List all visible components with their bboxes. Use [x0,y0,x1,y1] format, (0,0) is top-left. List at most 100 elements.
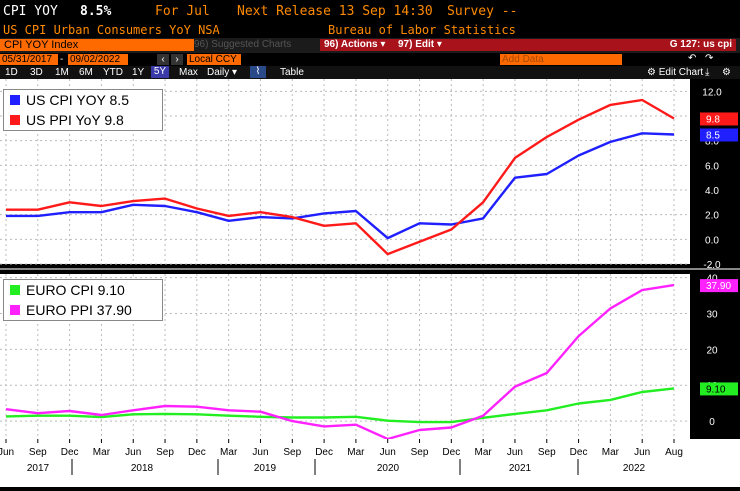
x-year-label: 2018 [131,463,154,474]
toolbar-row-2: 05/31/2017 - 09/02/2022 ‹ › Local CCY Ad… [0,53,740,66]
x-month-label: Dec [61,447,79,458]
x-year-label: 2021 [509,463,532,474]
add-data-field[interactable]: Add Data [500,54,622,65]
chevron-left-icon: ‹ [161,54,165,65]
currency-select[interactable]: Local CCY [187,54,241,65]
actions-menu[interactable]: 96) Actions ▾ [320,39,394,51]
ticker-label: CPI YOY [3,4,58,19]
x-month-label: Jun [0,447,14,458]
line-chart-icon[interactable]: ⌇ [250,66,266,78]
toolbar-row-1: CPI YOY Index 96) Suggested Charts 96) A… [0,38,740,53]
x-month-label: Sep [29,447,47,458]
x-month-label: Jun [125,447,141,458]
x-month-label: Aug [665,447,683,458]
range-max[interactable]: Max [179,67,198,78]
legend-label-euro-ppi: EURO PPI 37.90 [26,302,132,318]
edit-label: 97) Edit [398,39,435,50]
y-tick-label: -2.0 [703,260,721,271]
frequency-label: Daily [207,67,230,78]
gear-icon: ⚙ [647,67,656,78]
x-month-label: Dec [315,447,333,458]
last-value-label: 8.5 [706,131,720,142]
table-button[interactable]: Table [280,67,304,78]
edit-menu[interactable]: 97) Edit ▾ [394,39,452,51]
legend-label-euro-cpi: EURO CPI 9.10 [26,282,125,298]
x-year-label: 2020 [377,463,400,474]
series-line-0-0 [6,132,675,240]
last-value-label: 9.10 [706,384,726,395]
chevron-down-icon: ▾ [436,39,442,50]
frequency-select[interactable]: Daily ▾ [207,67,237,78]
actions-label: 96) Actions [324,39,378,50]
x-month-label: Jun [380,447,396,458]
x-month-label: Mar [475,447,493,458]
chart-id-label: G 127: us cpi [669,39,732,50]
settings-icon[interactable]: ⚙ [722,67,731,78]
y-tick-label: 2.0 [705,211,719,222]
latest-value: 8.5% [80,4,112,19]
legend-item-us-cpi: US CPI YOY 8.5 [4,90,162,110]
x-month-label: Sep [411,447,429,458]
edit-chart-label: Edit Chart [658,67,704,78]
x-month-label: Mar [220,447,238,458]
legend-item-euro-ppi: EURO PPI 37.90 [4,300,162,320]
x-year-label: 2017 [27,463,50,474]
chart-svg: -2.00.02.04.06.08.010.012.08.59.80102030… [0,79,740,487]
y-tick-label: 0 [709,417,715,428]
y-tick-label: 0.0 [705,235,719,246]
suggested-charts-button[interactable]: 96) Suggested Charts [194,39,292,50]
redo-icon[interactable]: ↷ [705,53,714,64]
x-month-label: Mar [93,447,111,458]
range-1y[interactable]: 1Y [132,67,145,78]
chart-area: -2.00.02.04.06.08.010.012.08.59.80102030… [0,79,740,487]
range-5y[interactable]: 5Y [151,66,169,78]
x-month-label: Mar [602,447,620,458]
y-tick-label: 20 [706,345,718,356]
range-1m[interactable]: 1M [55,67,69,78]
legend-bottom: EURO CPI 9.10 EURO PPI 37.90 [3,279,163,321]
y-tick-label: 40 [706,274,718,285]
period-label: For Jul [155,4,210,19]
last-value-badge [700,112,738,126]
legend-swatch-us-ppi [10,115,20,125]
security-header: CPI YOY 8.5% For Jul Next Release 13 Sep… [0,0,740,22]
range-6m[interactable]: 6M [79,67,93,78]
series-line-1-0 [5,387,675,424]
chevron-down-icon: ▾ [380,39,386,50]
edit-chart-button[interactable]: ⚙ Edit Chart [647,67,703,78]
source-label: Bureau of Labor Statistics [328,23,516,37]
last-value-label: 37.90 [706,281,731,292]
last-value-badge [700,279,738,293]
last-value-badge [700,128,738,142]
start-date-field[interactable]: 05/31/2017 [0,54,58,65]
chevron-right-icon: › [175,54,179,65]
end-date-field[interactable]: 09/02/2022 [68,54,128,65]
description-header: US CPI Urban Consumers YoY NSA Bureau of… [0,22,740,38]
legend-label-us-ppi: US PPI YoY 9.8 [26,112,124,128]
x-axis-background [0,439,740,487]
undo-icon[interactable]: ↶ [688,53,697,64]
legend-item-us-ppi: US PPI YoY 9.8 [4,110,162,130]
last-value-badge [700,382,738,396]
x-month-label: Sep [156,447,174,458]
series-line-1-1 [5,283,675,441]
y-tick-label: 6.0 [705,161,719,172]
last-value-label: 9.8 [706,114,720,125]
legend-top: US CPI YOY 8.5 US PPI YoY 9.8 [3,89,163,131]
download-icon[interactable]: ⤓ [705,67,710,78]
x-month-label: Jun [634,447,650,458]
x-month-label: Jun [252,447,268,458]
range-1d[interactable]: 1D [5,67,18,78]
next-period-button[interactable]: › [171,54,183,65]
range-ytd[interactable]: YTD [103,67,123,78]
prev-period-button[interactable]: ‹ [157,54,169,65]
survey-label: Survey -- [447,4,518,19]
x-year-label: 2019 [254,463,277,474]
security-field[interactable]: CPI YOY Index [0,39,194,51]
toolbar-red-strip: G 127: us cpi [452,39,736,51]
series-line-0-1 [6,98,675,256]
y-tick-label: 30 [706,309,718,320]
x-year-label: 2022 [623,463,646,474]
range-3d[interactable]: 3D [30,67,43,78]
legend-swatch-us-cpi [10,95,20,105]
